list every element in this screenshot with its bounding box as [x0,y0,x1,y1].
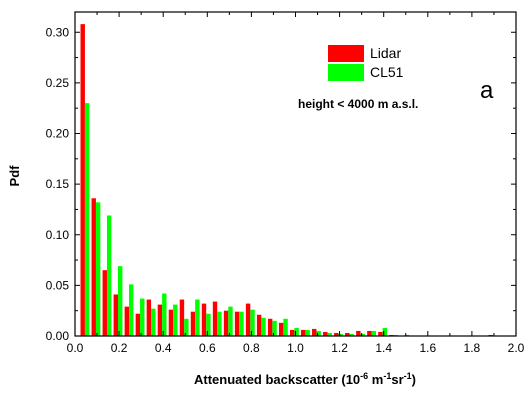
bar-lidar [256,314,262,336]
bar-lidar [267,318,273,336]
bar-lidar [212,301,218,336]
legend-label-lidar: Lidar [370,45,401,61]
x-tick-label: 0.2 [111,341,128,355]
bar-lidar [168,309,174,336]
x-tick-label: 0.0 [67,341,84,355]
bar-cl51 [272,320,277,336]
bar-lidar [278,322,284,336]
bar-cl51 [162,293,167,336]
bar-group [80,24,493,337]
bar-lidar [80,24,85,337]
bar-cl51 [360,333,365,336]
bar-lidar [124,306,130,336]
bar-cl51 [140,298,145,336]
x-tick-label: 2.0 [508,341,525,355]
bar-lidar [190,311,196,336]
bar-lidar [201,303,207,336]
bar-cl51 [151,308,156,336]
bar-lidar [334,332,339,336]
legend-swatch-cl51 [328,64,364,81]
bar-cl51 [228,306,233,336]
bar-cl51 [173,304,178,336]
y-tick-label: 0.00 [46,329,70,343]
bar-lidar [378,331,383,336]
bar-cl51 [261,317,266,336]
bar-lidar [301,329,306,336]
bar-cl51 [106,215,112,336]
x-tick-label: 0.8 [243,341,260,355]
bar-lidar [356,330,361,336]
bar-lidar [345,332,350,336]
bar-lidar [91,198,96,336]
panel-letter: a [480,77,494,104]
y-tick-label: 0.15 [46,177,70,191]
y-tick-label: 0.30 [46,25,70,39]
bar-lidar [223,310,229,336]
bar-lidar [234,311,240,336]
bar-lidar [102,270,107,336]
bar-cl51 [338,333,343,336]
bar-cl51 [382,327,388,336]
bar-lidar [312,328,317,336]
tick-label-group: 0.0 0.2 0.4 0.6 0.8 1.0 1.2 1.4 1.6 1.8 2.0 0.00 0.0… [46,25,525,355]
bar-cl51 [294,327,299,336]
bar-lidar [179,299,185,336]
x-tick-label: 1.4 [375,341,392,355]
bar-lidar [367,330,372,336]
x-tick-label: 0.6 [199,341,216,355]
bar-lidar [245,303,251,336]
legend-swatch-lidar [328,45,364,62]
bar-lidar [323,331,328,336]
bar-cl51 [305,329,310,336]
legend: Lidar CL51 [328,45,404,81]
bar-cl51 [250,309,255,336]
chart-annotation: height < 4000 m a.s.l. [298,97,418,111]
y-tick-label: 0.25 [46,76,70,90]
bar-cl51 [206,313,211,336]
y-tick-label: 0.10 [46,228,70,242]
tick-group [74,12,517,337]
legend-label-cl51: CL51 [370,64,404,80]
bar-cl51 [283,318,288,336]
bar-cl51 [371,330,376,336]
x-tick-label: 1.0 [287,341,304,355]
bar-cl51 [95,202,101,336]
bar-lidar [135,313,141,336]
bar-lidar [113,294,118,336]
bar-cl51 [239,311,244,336]
y-axis-title: Pdf [7,165,22,187]
x-tick-label: 1.2 [331,341,348,355]
bar-cl51 [118,266,123,336]
bar-lidar [157,304,163,336]
bar-cl51 [195,299,200,336]
bar-cl51 [349,333,354,336]
x-tick-label: 0.4 [155,341,172,355]
y-tick-label: 0.05 [46,278,70,292]
bar-cl51 [129,284,134,336]
bar-lidar [146,299,152,336]
x-tick-label: 1.6 [419,341,436,355]
bar-cl51 [217,311,222,336]
x-axis-title: Attenuated backscatter (10-6 m-1sr-1) [194,371,416,387]
bar-cl51 [84,103,90,337]
bar-cl51 [184,318,189,336]
bar-cl51 [316,330,321,336]
bar-lidar [289,329,295,336]
bar-cl51 [327,332,332,336]
x-tick-label: 1.8 [464,341,481,355]
y-tick-label: 0.20 [46,127,70,141]
